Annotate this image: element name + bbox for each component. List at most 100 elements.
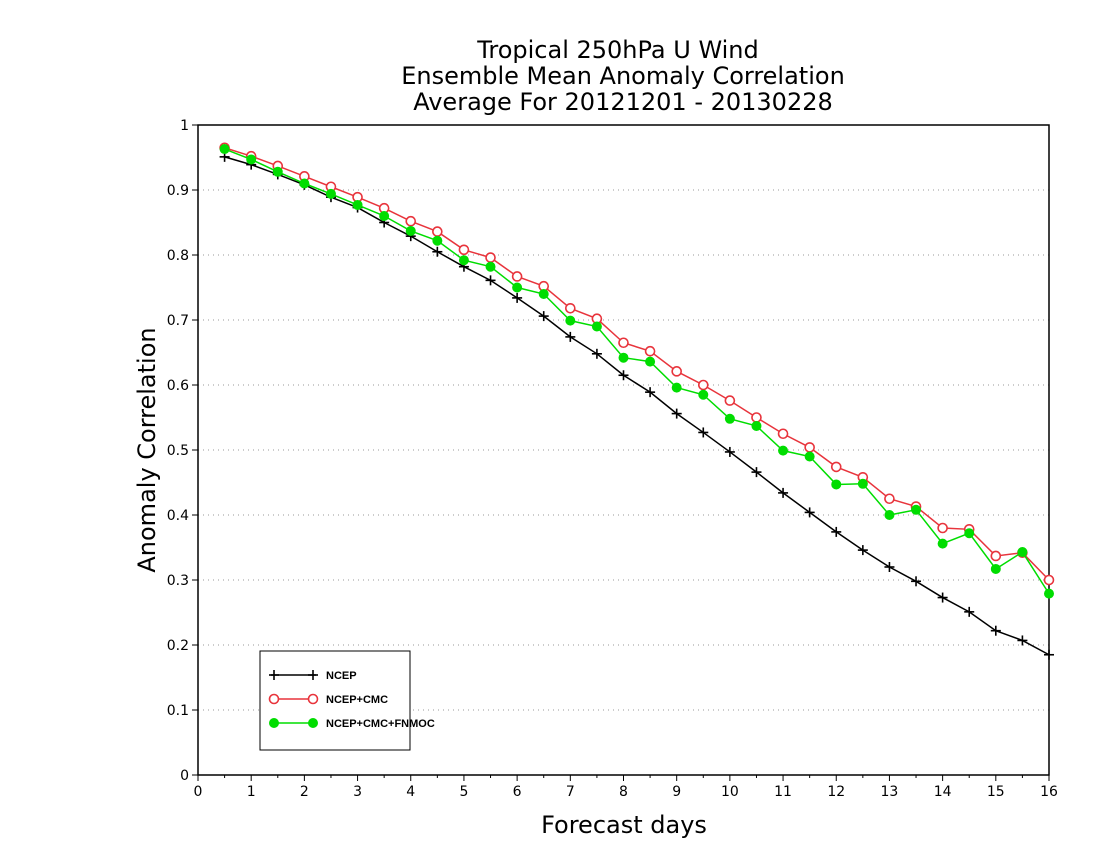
x-tick-label: 14 bbox=[934, 784, 952, 800]
data-point bbox=[937, 538, 948, 549]
data-point bbox=[511, 271, 523, 282]
legend-item-0: NCEP bbox=[269, 670, 357, 682]
data-point bbox=[1044, 649, 1054, 660]
data-point bbox=[405, 225, 416, 236]
x-tick-label: 6 bbox=[513, 784, 522, 800]
legend: NCEP NCEP+CMC NCEP+CMC+FNMOC bbox=[259, 650, 435, 751]
x-tick-label: 4 bbox=[406, 784, 415, 800]
x-axis-title: Forecast days bbox=[541, 811, 707, 839]
data-point bbox=[618, 352, 629, 363]
legend-items: NCEP NCEP+CMC NCEP+CMC+FNMOC bbox=[268, 670, 435, 730]
legend-marker-left bbox=[268, 693, 280, 705]
data-point bbox=[538, 289, 549, 299]
data-point bbox=[990, 563, 1001, 574]
data-point bbox=[618, 337, 629, 349]
y-tick-label: 0.3 bbox=[167, 573, 189, 589]
legend-marker-right bbox=[307, 693, 319, 705]
data-point bbox=[751, 412, 762, 423]
x-tick-label: 0 bbox=[194, 784, 203, 800]
y-tick-label: 0.4 bbox=[167, 508, 189, 524]
data-point bbox=[432, 226, 443, 237]
data-point bbox=[485, 252, 496, 263]
data-point bbox=[830, 461, 842, 473]
data-point bbox=[778, 487, 789, 498]
x-tick-label: 3 bbox=[353, 784, 362, 800]
data-point bbox=[671, 382, 682, 393]
data-point bbox=[565, 315, 576, 326]
legend-label: NCEP bbox=[326, 670, 357, 682]
data-point bbox=[485, 261, 496, 272]
x-tick-label: 11 bbox=[774, 784, 792, 800]
data-point bbox=[804, 507, 815, 518]
data-point bbox=[512, 292, 523, 303]
data-point bbox=[964, 528, 975, 539]
data-point bbox=[831, 479, 842, 490]
y-tick-label: 0.6 bbox=[167, 378, 189, 394]
y-tick-label: 0.9 bbox=[167, 183, 189, 199]
data-point bbox=[671, 366, 682, 377]
data-point bbox=[804, 451, 815, 462]
y-tick-label: 0.5 bbox=[167, 443, 189, 459]
data-point bbox=[831, 526, 842, 537]
data-point bbox=[352, 199, 363, 210]
chart-title-line-2: Ensemble Mean Anomaly Correlation bbox=[401, 62, 845, 90]
x-tick-label: 7 bbox=[566, 784, 575, 800]
data-point bbox=[565, 302, 576, 314]
x-tick-label: 9 bbox=[672, 784, 681, 800]
y-tick-label: 0.7 bbox=[167, 313, 189, 329]
data-point bbox=[884, 510, 895, 520]
data-point bbox=[246, 154, 257, 165]
x-tick-label: 16 bbox=[1040, 784, 1058, 800]
data-point bbox=[1017, 635, 1028, 646]
data-point bbox=[751, 420, 762, 431]
x-tick-label: 8 bbox=[619, 784, 628, 800]
y-tick-label: 0.1 bbox=[167, 703, 189, 719]
data-point bbox=[379, 211, 390, 221]
data-point bbox=[565, 331, 576, 342]
chart-title-line-3: Average For 20121201 - 20130228 bbox=[413, 88, 833, 116]
grid-layer bbox=[198, 189, 1049, 711]
data-point bbox=[857, 478, 868, 489]
data-point bbox=[538, 311, 549, 322]
data-point bbox=[432, 246, 443, 257]
data-point bbox=[804, 442, 815, 453]
legend-item-1: NCEP+CMC bbox=[268, 693, 388, 706]
series-2 bbox=[219, 144, 1054, 599]
data-point bbox=[458, 255, 469, 266]
data-point bbox=[645, 356, 656, 367]
data-point bbox=[698, 427, 709, 438]
data-point bbox=[644, 345, 656, 357]
data-point bbox=[485, 275, 496, 286]
series-line bbox=[224, 148, 1050, 595]
y-tick-label: 0 bbox=[180, 768, 189, 784]
data-point bbox=[671, 408, 682, 419]
legend-item-2: NCEP+CMC+FNMOC bbox=[269, 718, 435, 730]
y-axis-title: Anomaly Correlation bbox=[133, 327, 161, 572]
data-point bbox=[299, 178, 310, 189]
data-point bbox=[512, 282, 523, 293]
data-point bbox=[405, 215, 417, 227]
data-point bbox=[325, 188, 336, 199]
data-point bbox=[990, 550, 1002, 562]
data-point bbox=[778, 445, 789, 456]
data-point bbox=[884, 493, 895, 505]
data-point bbox=[591, 321, 602, 332]
x-tick-label: 12 bbox=[827, 784, 845, 800]
data-point bbox=[219, 144, 230, 155]
data-point bbox=[432, 235, 443, 246]
data-point bbox=[618, 370, 629, 381]
data-point bbox=[697, 379, 709, 391]
legend-label: NCEP+CMC bbox=[326, 694, 388, 706]
x-tick-label: 13 bbox=[881, 784, 899, 800]
data-point bbox=[698, 389, 709, 400]
y-tick-label: 0.2 bbox=[167, 638, 189, 654]
data-point bbox=[724, 395, 736, 406]
legend-marker-left bbox=[269, 718, 279, 728]
data-point bbox=[591, 348, 602, 359]
data-point bbox=[777, 428, 789, 440]
data-point bbox=[937, 522, 948, 534]
legend-marker-right bbox=[308, 670, 318, 680]
data-point bbox=[857, 545, 868, 556]
